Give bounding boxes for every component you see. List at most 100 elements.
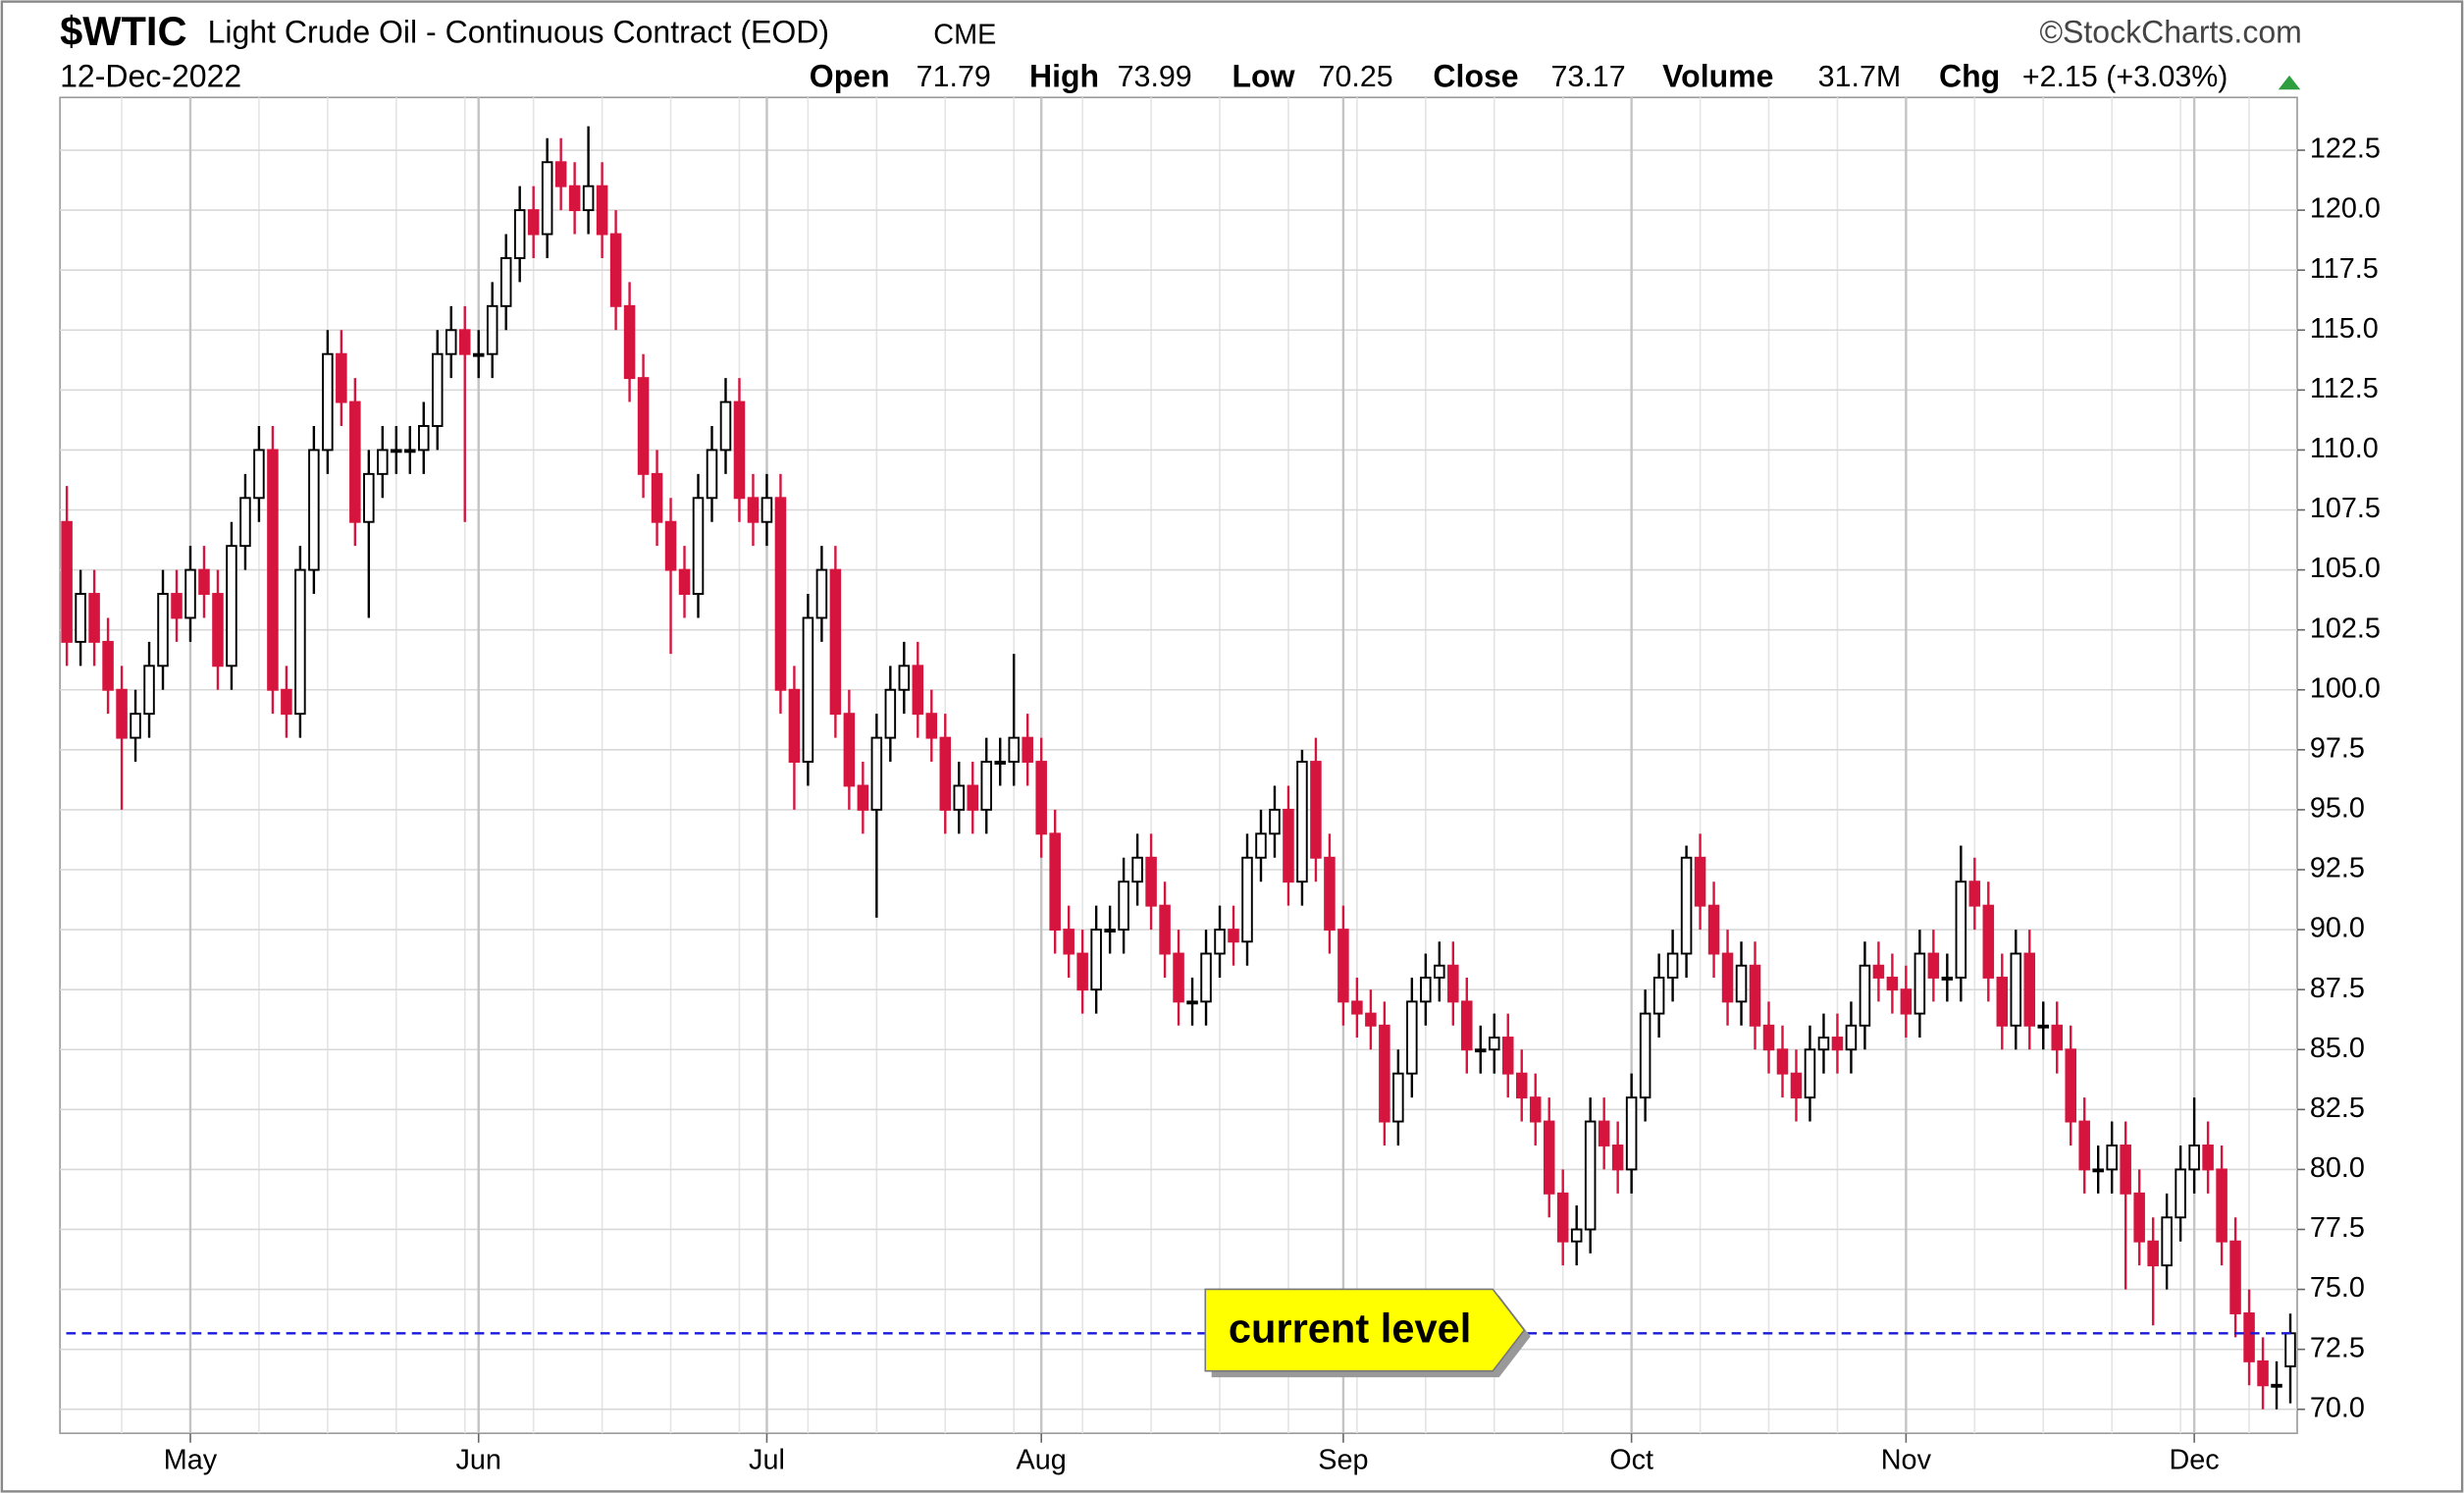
stat-label: Chg xyxy=(1939,59,2000,94)
candle-body xyxy=(1968,880,1981,907)
candle-body xyxy=(116,688,128,739)
candle-body xyxy=(1283,808,1294,883)
callout xyxy=(1204,1288,1526,1372)
candle-body xyxy=(1145,856,1157,907)
y-tick-label: 120.0 xyxy=(2310,193,2381,225)
candle-body xyxy=(2092,1168,2104,1173)
candle-body xyxy=(582,185,595,212)
y-tick-label: 100.0 xyxy=(2310,672,2381,704)
candle-body xyxy=(651,472,663,523)
candle-body xyxy=(843,713,856,787)
candle-body xyxy=(678,568,691,595)
candle-body xyxy=(1269,808,1281,835)
candle-body xyxy=(198,568,210,595)
date: 12-Dec-2022 xyxy=(60,59,241,94)
candle-body xyxy=(130,713,141,739)
y-tick-label: 117.5 xyxy=(2310,253,2379,285)
stat-value: 31.7M xyxy=(1818,60,1902,93)
candle-body xyxy=(1735,964,1748,1003)
candle-body xyxy=(308,449,320,571)
candle-body xyxy=(829,568,842,716)
candle-body xyxy=(1584,1120,1597,1231)
candle-body xyxy=(377,449,389,475)
exchange: CME xyxy=(933,19,996,50)
y-tick-label: 80.0 xyxy=(2310,1152,2365,1184)
candle-body xyxy=(143,665,155,716)
candle-body xyxy=(815,568,828,619)
candle-body xyxy=(2202,1145,2214,1171)
candle-body xyxy=(1379,1024,1390,1123)
candle-body xyxy=(1214,929,1226,955)
candle-body xyxy=(1049,832,1061,932)
candle-body xyxy=(294,568,306,716)
instrument-name: Light Crude Oil - Continuous Contract (E… xyxy=(208,15,829,50)
candle-body xyxy=(664,520,677,571)
y-tick-label: 107.5 xyxy=(2310,493,2381,524)
candle-body xyxy=(1652,976,1665,1015)
candle-body xyxy=(1886,976,1899,991)
candle-body xyxy=(912,665,924,716)
candle-body xyxy=(253,449,265,500)
stat-value: +2.15 (+3.03%) xyxy=(2022,60,2228,93)
candle-body xyxy=(884,688,897,739)
candle-body xyxy=(1434,964,1445,979)
candle-body xyxy=(2147,1240,2159,1267)
candle-body xyxy=(774,497,787,691)
candle-body xyxy=(1076,952,1088,991)
candle-body xyxy=(157,593,169,667)
candle-body xyxy=(1982,904,1995,979)
candle-body xyxy=(1543,1120,1555,1195)
candle-body xyxy=(1996,976,2009,1027)
y-tick-label: 102.5 xyxy=(2310,613,2381,644)
candle-body xyxy=(527,209,540,236)
y-tick-label: 110.0 xyxy=(2310,433,2379,464)
candle-body xyxy=(760,497,773,523)
candle-body xyxy=(541,161,553,236)
candle-body xyxy=(2106,1145,2118,1171)
stat-value: 73.99 xyxy=(1118,60,1192,93)
symbol: $WTIC xyxy=(60,8,186,54)
y-tick-label: 112.5 xyxy=(2310,373,2379,404)
candle-body xyxy=(1406,1000,1418,1075)
candle-body xyxy=(513,209,526,259)
candle-body xyxy=(1831,1037,1844,1051)
candle-body xyxy=(2037,1024,2050,1029)
candle-body xyxy=(2229,1240,2241,1314)
candle-body xyxy=(404,449,416,453)
candle-body xyxy=(568,185,581,212)
y-tick-label: 105.0 xyxy=(2310,553,2381,584)
candle-body xyxy=(609,233,622,307)
candle-body xyxy=(747,497,760,523)
candle-body xyxy=(1570,1228,1583,1243)
candle-body xyxy=(1501,1037,1514,1075)
candle-body xyxy=(1666,952,1679,979)
candle-body xyxy=(1859,964,1871,1027)
candle-body xyxy=(1872,964,1885,979)
candle-body xyxy=(2120,1145,2131,1195)
candle-body xyxy=(2010,952,2022,1027)
candle-body xyxy=(499,257,512,307)
candle-body xyxy=(596,185,608,236)
candle-body xyxy=(391,449,402,453)
candle-body xyxy=(281,688,292,716)
y-tick-label: 75.0 xyxy=(2310,1272,2365,1304)
candle-body xyxy=(2078,1120,2090,1171)
candle-body xyxy=(1927,952,1940,979)
candle-body xyxy=(870,736,883,811)
candle-body xyxy=(239,497,251,548)
x-tick-label: Nov xyxy=(1881,1445,1932,1476)
y-tick-label: 82.5 xyxy=(2310,1093,2365,1124)
candle-body xyxy=(1090,929,1102,991)
candle-body xyxy=(623,304,636,380)
candle-body xyxy=(1489,1037,1500,1051)
candle-body xyxy=(1296,761,1308,883)
candle-body xyxy=(1475,1048,1487,1053)
candle-body xyxy=(733,400,746,500)
candle-body xyxy=(1420,976,1432,1003)
candle-body xyxy=(692,497,705,595)
candle-body xyxy=(706,449,718,500)
candle-body xyxy=(1104,929,1116,933)
candle-body xyxy=(349,400,361,523)
stat-label: Volume xyxy=(1662,59,1773,94)
